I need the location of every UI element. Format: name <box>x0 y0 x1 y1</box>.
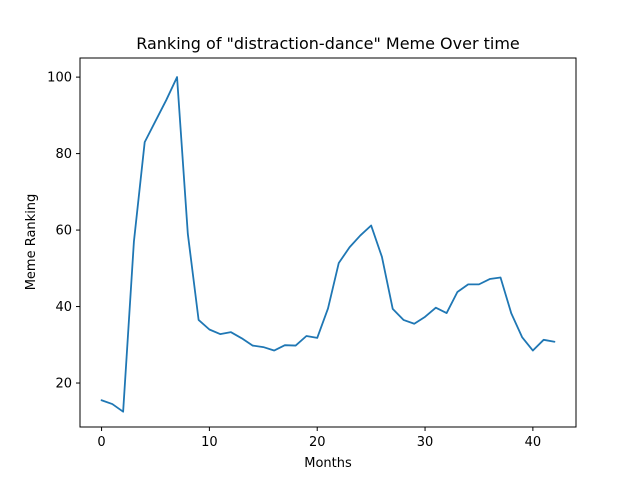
axes-frame <box>79 57 577 428</box>
y-tick-label: 20 <box>55 377 72 392</box>
y-tick-label: 80 <box>55 147 72 162</box>
x-axis: 0 10 20 30 40 <box>97 427 541 450</box>
x-tick-label: 30 <box>417 435 434 450</box>
series-line-0 <box>100 76 556 413</box>
x-tick-label: 10 <box>201 435 218 450</box>
x-tick-label: 40 <box>525 435 542 450</box>
y-axis-title: Meme Ranking <box>24 194 39 291</box>
x-axis-title: Months <box>304 456 352 471</box>
y-axis: 20 40 60 80 100 <box>47 71 80 392</box>
y-tick-label: 40 <box>55 300 72 315</box>
y-tick-label: 100 <box>47 71 72 86</box>
x-tick-label: 0 <box>97 435 105 450</box>
series-group <box>100 76 556 413</box>
chart-title: Ranking of "distraction-dance" Meme Over… <box>136 34 520 53</box>
plot-area <box>79 57 577 428</box>
y-tick-label: 60 <box>55 224 72 239</box>
x-tick-label: 20 <box>309 435 326 450</box>
